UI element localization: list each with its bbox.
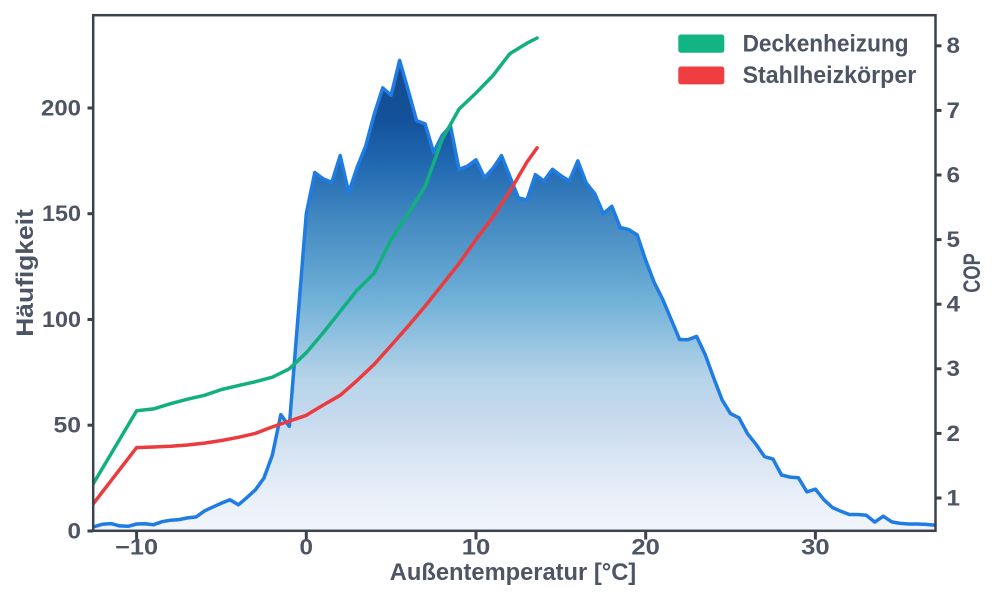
svg-text:0: 0 <box>68 518 82 543</box>
svg-text:Deckenheizung: Deckenheizung <box>743 31 909 58</box>
svg-text:6: 6 <box>947 162 961 187</box>
svg-text:1: 1 <box>947 485 961 510</box>
svg-text:30: 30 <box>801 534 830 559</box>
svg-text:200: 200 <box>41 95 81 120</box>
svg-text:7: 7 <box>947 98 961 123</box>
svg-text:20: 20 <box>631 534 660 559</box>
svg-text:Außentemperatur [°C]: Außentemperatur [°C] <box>390 559 636 586</box>
svg-text:150: 150 <box>42 201 81 226</box>
svg-text:50: 50 <box>54 413 82 438</box>
svg-text:2: 2 <box>947 421 961 446</box>
svg-text:COP: COP <box>959 253 986 293</box>
svg-text:−10: −10 <box>115 534 158 559</box>
svg-text:10: 10 <box>462 534 491 559</box>
svg-text:5: 5 <box>947 227 961 252</box>
svg-text:Häufigkeit: Häufigkeit <box>12 209 39 337</box>
svg-text:8: 8 <box>947 33 961 58</box>
svg-text:100: 100 <box>42 307 81 332</box>
svg-text:4: 4 <box>947 292 961 317</box>
svg-text:0: 0 <box>300 534 314 559</box>
svg-text:3: 3 <box>947 356 961 381</box>
svg-text:Stahlheizkörper: Stahlheizkörper <box>743 62 917 89</box>
